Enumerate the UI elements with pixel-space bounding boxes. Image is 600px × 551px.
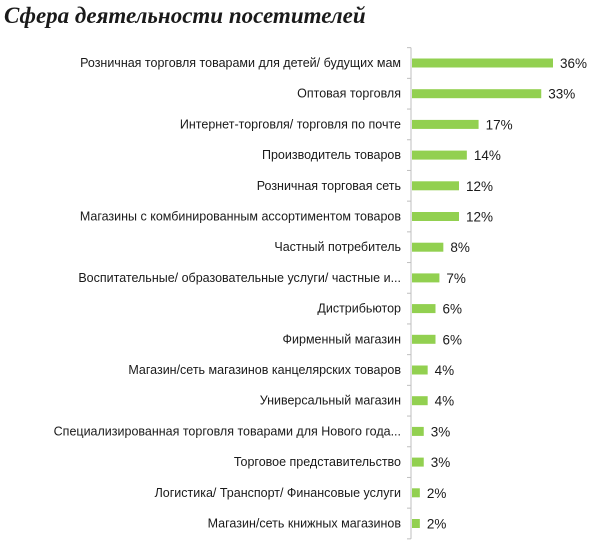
value-label: 3% — [431, 424, 451, 439]
category-label: Торговое представительство — [234, 455, 401, 469]
bar — [412, 334, 436, 344]
category-label: Магазин/сеть книжных магазинов — [208, 517, 402, 531]
value-label: 12% — [466, 210, 493, 225]
category-label: Оптовая торговля — [297, 87, 401, 101]
value-label: 14% — [474, 148, 501, 163]
category-label: Частный потребитель — [274, 240, 401, 254]
bar — [412, 273, 440, 283]
bar — [412, 212, 459, 221]
chart-title: Сфера деятельности посетителей — [4, 3, 366, 28]
value-label: 12% — [466, 179, 493, 194]
value-label: 4% — [435, 363, 455, 378]
value-label: 6% — [443, 302, 463, 317]
category-label: Дистрибьютор — [317, 302, 401, 316]
bar — [412, 150, 467, 160]
category-label: Специализированная торговля товарами для… — [54, 424, 401, 438]
category-label: Магазины с комбинированным ассортиментом… — [80, 210, 402, 224]
bar — [412, 58, 553, 68]
bar — [412, 365, 428, 375]
value-label: 7% — [446, 271, 466, 286]
bar — [412, 519, 420, 528]
category-label: Производитель товаров — [262, 148, 401, 162]
bar — [412, 242, 444, 252]
value-label: 8% — [450, 240, 470, 255]
category-label: Интернет-торговля/ торговля по почте — [180, 117, 401, 131]
category-label: Универсальный магазин — [260, 394, 401, 408]
bar — [412, 457, 424, 467]
category-label: Магазин/сеть магазинов канцелярских това… — [128, 363, 401, 377]
value-label: 36% — [560, 56, 587, 71]
bar — [412, 304, 436, 314]
bar — [412, 89, 542, 99]
value-label: 2% — [427, 486, 447, 501]
bar — [412, 396, 428, 406]
value-label: 4% — [435, 394, 455, 409]
value-label: 2% — [427, 517, 447, 532]
category-label: Розничная торговля товарами для детей/ б… — [80, 56, 401, 70]
bar — [412, 181, 459, 191]
value-label: 6% — [443, 332, 463, 347]
category-label: Логистика/ Транспорт/ Финансовые услуги — [155, 486, 401, 500]
category-label: Воспитательные/ образовательные услуги/ … — [78, 271, 401, 285]
value-label: 3% — [431, 455, 451, 470]
bar — [412, 488, 420, 498]
category-label: Фирменный магазин — [283, 332, 402, 346]
bar — [412, 426, 424, 436]
bar — [412, 119, 479, 129]
value-label: 33% — [548, 87, 575, 102]
value-label: 17% — [486, 117, 513, 132]
category-label: Розничная торговая сеть — [257, 179, 401, 193]
